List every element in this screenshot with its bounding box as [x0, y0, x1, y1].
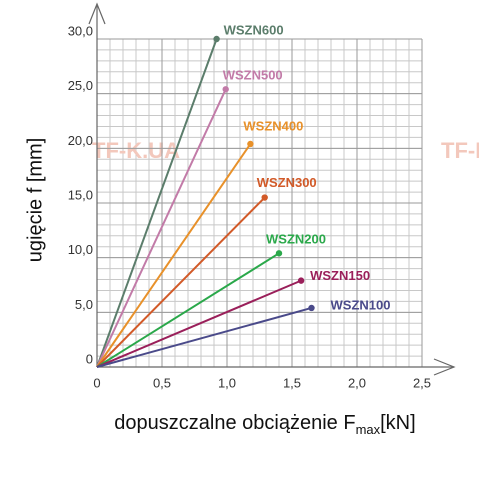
y-tick-label: 20,0 [68, 133, 93, 148]
series-label: WSZN300 [257, 175, 317, 190]
y-axis-arrow [88, 2, 106, 25]
x-tick-label: 1,0 [218, 375, 236, 390]
series-label: WSZN100 [331, 297, 391, 312]
watermarks: TF-K.UA TF-K.UA [92, 138, 479, 163]
x-tick-label: 1,5 [283, 375, 301, 390]
series-label: WSZN200 [266, 232, 326, 247]
series-line [96, 306, 312, 368]
x-axis-arrow [433, 358, 456, 376]
x-tick-label: 2,5 [413, 375, 431, 390]
end-point [247, 140, 254, 148]
end-point [222, 86, 229, 93]
x-tick-label: 0 [93, 375, 100, 390]
x-axis-label-unit: [kN] [380, 412, 416, 434]
watermark: TF-K.UA [441, 138, 479, 163]
x-tick-label: 0,5 [153, 375, 171, 390]
x-axis-label-text: dopuszczalne obciążenie F [114, 412, 355, 434]
series-label: WSZN600 [224, 22, 284, 37]
x-axis-label: dopuszczalne obciążenie Fmax[kN] [114, 412, 415, 437]
end-point [308, 304, 315, 312]
y-tick-label: 25,0 [68, 78, 93, 93]
watermark: TF-K.UA [92, 138, 180, 163]
y-tick-label: 10,0 [68, 242, 93, 257]
y-tick-label: 0 [86, 351, 93, 366]
series-label: WSZN500 [223, 68, 283, 83]
series-line [96, 196, 266, 368]
end-point [213, 35, 220, 43]
series-line [96, 38, 218, 368]
end-point [297, 277, 305, 284]
y-tick-label: 15,0 [68, 187, 93, 202]
series-line [96, 279, 302, 368]
y-tick-label: 5,0 [75, 297, 93, 312]
y-tick-label: 30,0 [68, 23, 93, 38]
series-label: WSZN400 [243, 118, 303, 133]
series-line [96, 143, 252, 368]
y-axis-label: ugięcie f [mm] [24, 138, 46, 262]
end-point [275, 250, 283, 257]
end-point [261, 194, 268, 201]
x-tick-label: 2,0 [348, 375, 366, 390]
x-axis-label-sub: max [356, 422, 381, 437]
series-line [96, 252, 280, 368]
series-line [96, 88, 227, 368]
series-label: WSZN150 [310, 268, 370, 283]
